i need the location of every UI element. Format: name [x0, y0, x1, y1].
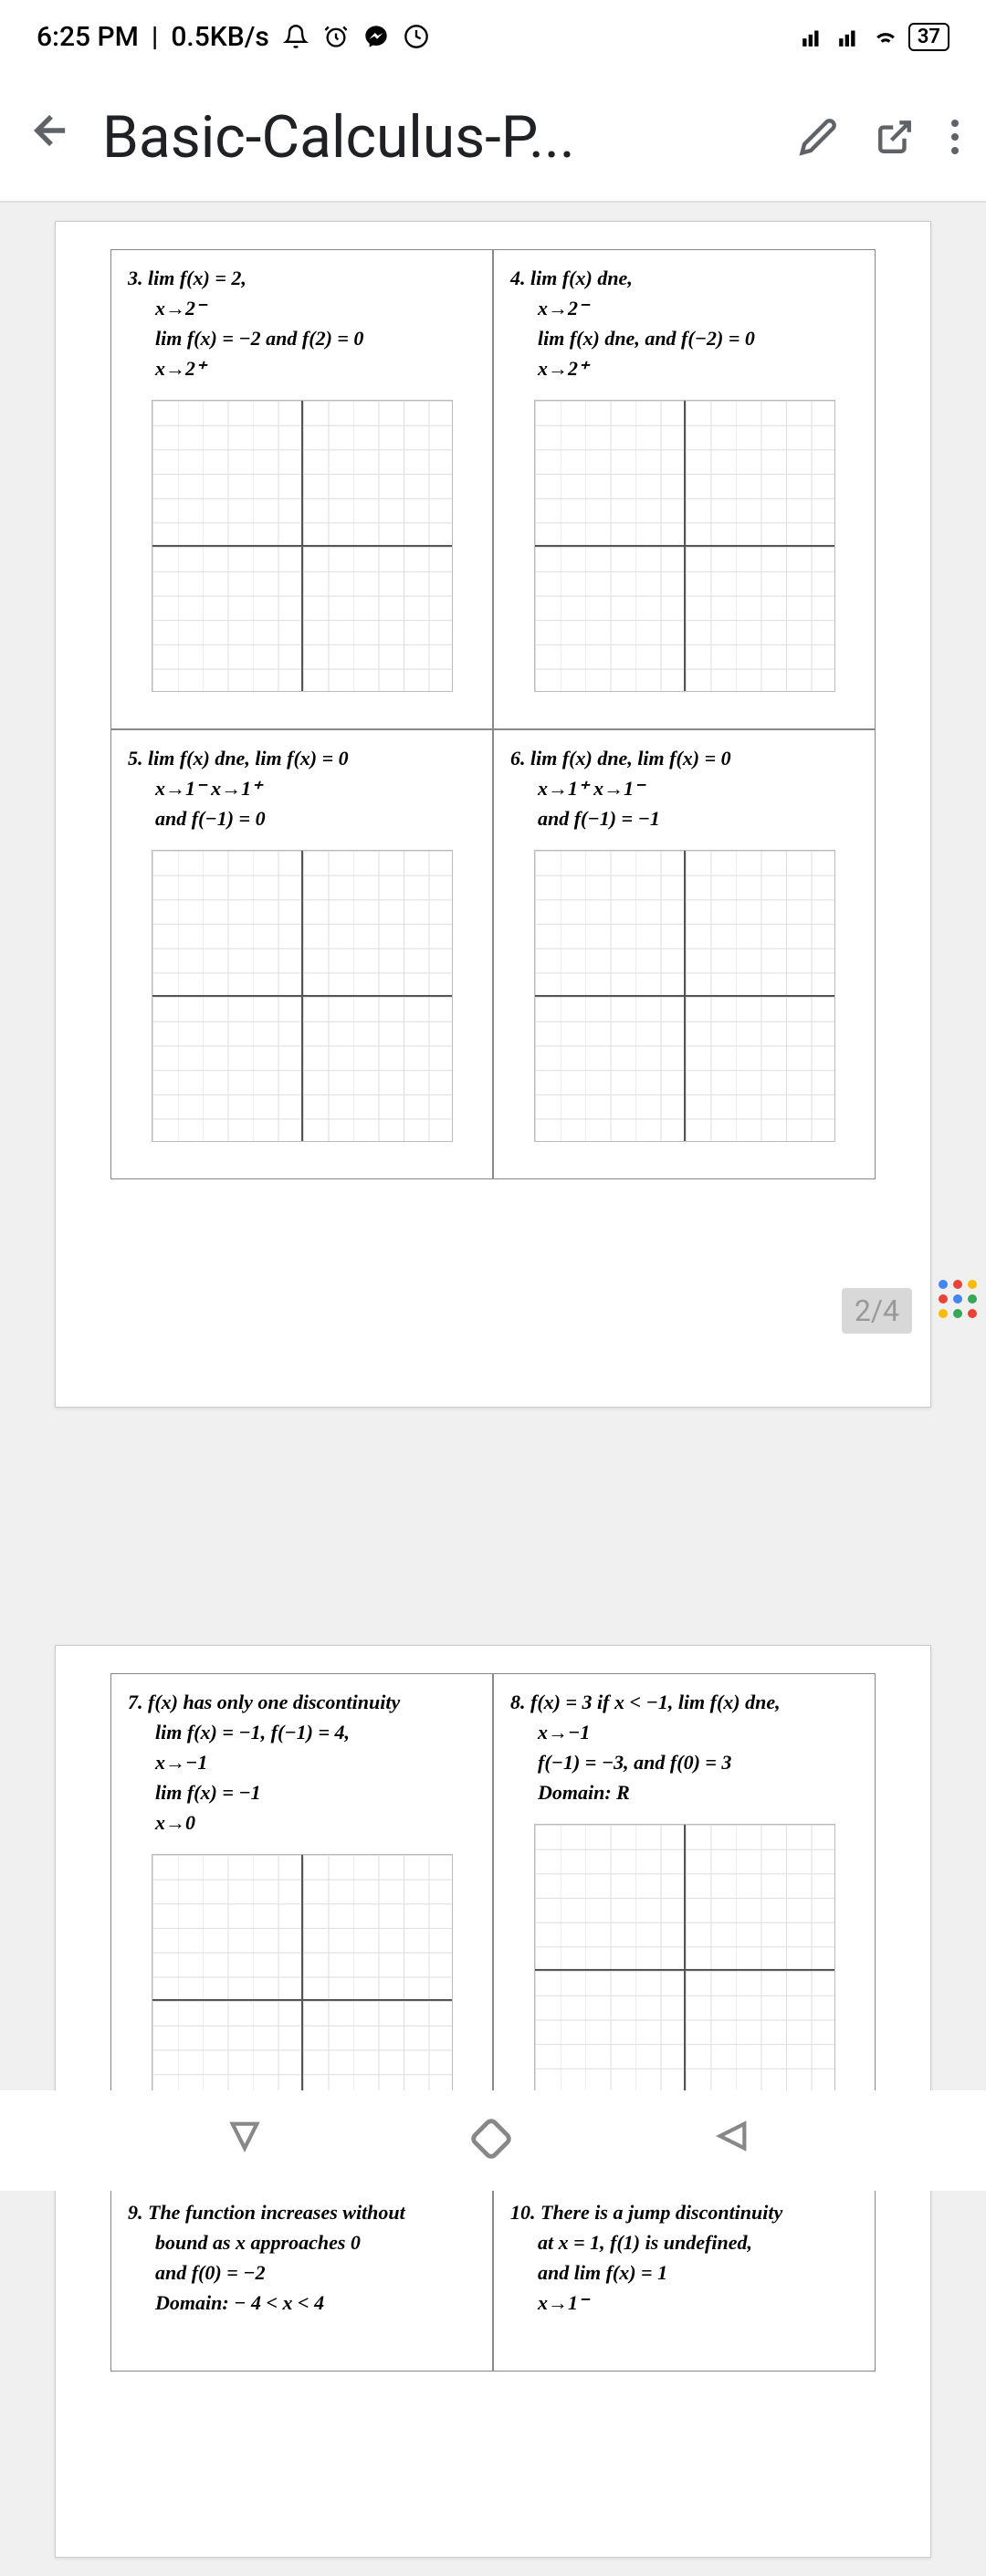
nav-recent-icon[interactable] — [226, 2118, 272, 2163]
assistive-dots-icon[interactable] — [939, 1280, 977, 1318]
header-actions — [798, 117, 959, 157]
problem-3-text: 3. lim f(x) = 2, x→2⁻ lim f(x) = −2 and … — [128, 263, 476, 383]
clock-icon — [403, 23, 430, 50]
signal-2-icon — [835, 23, 863, 50]
page-indicator: 2/4 — [842, 1288, 912, 1334]
more-menu-icon[interactable] — [951, 120, 959, 154]
problem-9: 9. The function increases without bound … — [110, 2183, 493, 2372]
problem-4: 4. lim f(x) dne, x→2⁻ lim f(x) dne, and … — [493, 249, 876, 729]
problem-6-graph — [534, 850, 835, 1142]
nav-back-icon[interactable] — [714, 2118, 760, 2163]
problem-10: 10. There is a jump discontinuity at x =… — [493, 2183, 876, 2372]
problem-9-text: 9. The function increases without bound … — [128, 2197, 476, 2318]
status-divider: | — [152, 21, 158, 53]
page-title: Basic-Calculus-P... — [102, 103, 771, 172]
signal-1-icon — [799, 23, 826, 50]
problem-7-text: 7. f(x) has only one discontinuity lim f… — [128, 1687, 476, 1838]
problem-5: 5. lim f(x) dne, lim f(x) = 0 x→1⁻ x→1⁺ … — [110, 729, 493, 1179]
problem-8-graph — [534, 1824, 835, 2116]
problem-6-text: 6. lim f(x) dne, lim f(x) = 0 x→1⁺ x→1⁻ … — [510, 743, 858, 833]
nav-home-icon[interactable] — [470, 2118, 516, 2163]
bell-icon — [282, 23, 309, 50]
problem-3: 3. lim f(x) = 2, x→2⁻ lim f(x) = −2 and … — [110, 249, 493, 729]
status-time: 6:25 PM — [37, 21, 139, 53]
page-2: 3. lim f(x) = 2, x→2⁻ lim f(x) = −2 and … — [55, 221, 931, 1408]
problem-3-graph — [152, 400, 453, 692]
messenger-icon — [362, 23, 390, 50]
problem-10-text: 10. There is a jump discontinuity at x =… — [510, 2197, 858, 2318]
page-gap — [0, 1408, 986, 1645]
back-button[interactable] — [27, 107, 75, 167]
app-header: Basic-Calculus-P... — [0, 73, 986, 201]
problem-4-graph — [534, 400, 835, 692]
document-viewport[interactable]: 3. lim f(x) = 2, x→2⁻ lim f(x) = −2 and … — [0, 201, 986, 2576]
problem-4-text: 4. lim f(x) dne, x→2⁻ lim f(x) dne, and … — [510, 263, 858, 383]
navigation-bar — [0, 2090, 986, 2191]
open-external-icon[interactable] — [875, 117, 915, 157]
edit-icon[interactable] — [798, 117, 838, 157]
problem-6: 6. lim f(x) dne, lim f(x) = 0 x→1⁺ x→1⁻ … — [493, 729, 876, 1179]
status-bar: 6:25 PM | 0.5KB/s 37 — [0, 0, 986, 73]
problem-8-text: 8. f(x) = 3 if x < −1, lim f(x) dne, x→−… — [510, 1687, 858, 1807]
problem-5-graph — [152, 850, 453, 1142]
alarm-icon — [322, 23, 350, 50]
wifi-icon — [872, 23, 899, 50]
status-right: 37 — [799, 23, 949, 51]
status-left: 6:25 PM | 0.5KB/s — [37, 21, 430, 53]
status-net-speed: 0.5KB/s — [171, 21, 268, 53]
problem-5-text: 5. lim f(x) dne, lim f(x) = 0 x→1⁻ x→1⁺ … — [128, 743, 476, 833]
battery-level: 37 — [918, 26, 940, 48]
battery-indicator: 37 — [908, 23, 949, 51]
